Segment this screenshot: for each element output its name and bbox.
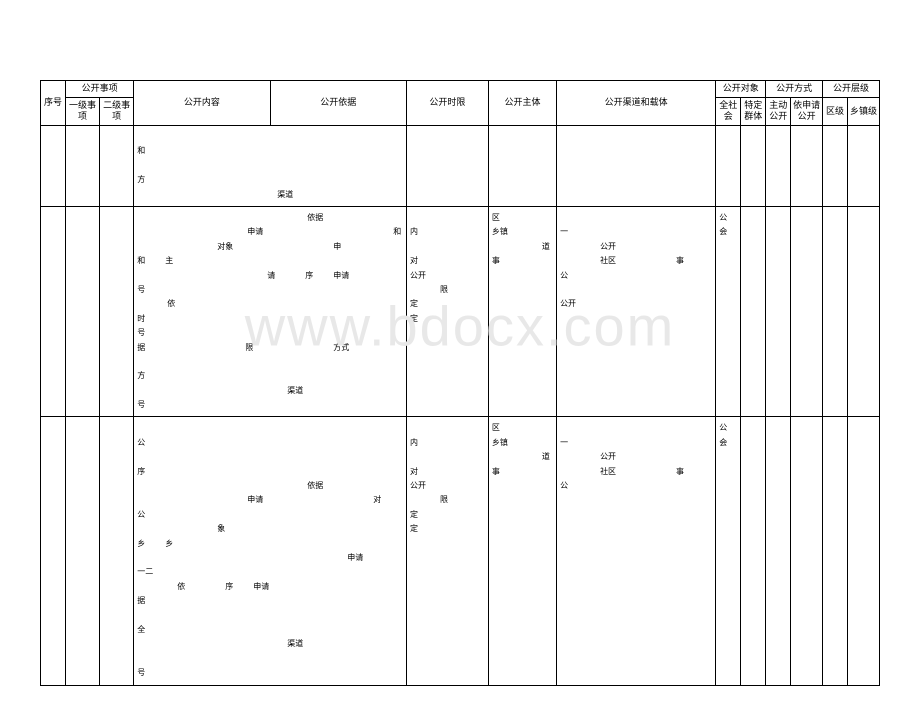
cell-l1 xyxy=(66,207,100,417)
col-method: 公开方式 xyxy=(766,81,823,98)
col-content: 公开内容 xyxy=(134,81,270,126)
col-level-town: 乡镇级 xyxy=(848,97,880,125)
disclosure-table: 序号 公开事项 公开内容 公开依据 公开时限 公开主体 公开渠道和载体 公开对象… xyxy=(40,80,880,686)
cell-content: 和 方 渠道 xyxy=(134,126,407,207)
cell-timelimit xyxy=(407,126,489,207)
table-row: 和 方 渠道 xyxy=(41,126,880,207)
col-level: 公开层级 xyxy=(823,81,880,98)
col-method-apply: 依申请公开 xyxy=(791,97,823,125)
cell-l1 xyxy=(66,126,100,207)
cell-ld xyxy=(823,126,848,207)
cell-ma xyxy=(766,207,791,417)
table-row: 公 序 依据 申请 对 公 象 乡 乡 申请 一二 依 序 申请 据 xyxy=(41,417,880,685)
cell-ts xyxy=(741,417,766,685)
col-seq: 序号 xyxy=(41,81,66,126)
cell-ts xyxy=(741,126,766,207)
cell-ts xyxy=(741,207,766,417)
cell-map xyxy=(791,126,823,207)
cell-content: 依据 申请 和 对象 申 和 主 请 序 申请 号 依 时 号 据 限 方式 xyxy=(134,207,407,417)
document-page: 序号 公开事项 公开内容 公开依据 公开时限 公开主体 公开渠道和载体 公开对象… xyxy=(0,0,920,726)
col-open-items: 公开事项 xyxy=(66,81,134,98)
cell-ta xyxy=(716,126,741,207)
col-target-spec: 特定群体 xyxy=(741,97,766,125)
table-header: 序号 公开事项 公开内容 公开依据 公开时限 公开主体 公开渠道和载体 公开对象… xyxy=(41,81,880,126)
cell-l2 xyxy=(100,207,134,417)
col-target-all: 全社会 xyxy=(716,97,741,125)
cell-channel xyxy=(557,126,716,207)
cell-timelimit: 内 对 公开 限 定 定 xyxy=(407,417,489,685)
cell-lt xyxy=(848,417,880,685)
cell-map xyxy=(791,207,823,417)
cell-seq xyxy=(41,207,66,417)
cell-l1 xyxy=(66,417,100,685)
cell-subject xyxy=(488,126,556,207)
cell-lt xyxy=(848,126,880,207)
col-level1: 一级事项 xyxy=(66,97,100,125)
col-level-district: 区级 xyxy=(823,97,848,125)
cell-ta: 公 会 xyxy=(716,417,741,685)
cell-channel: 一 公开 社区 事 公 公开 xyxy=(557,207,716,417)
col-method-active: 主动公开 xyxy=(766,97,791,125)
cell-subject: 区 乡镇 道 事 xyxy=(488,417,556,685)
cell-ld xyxy=(823,207,848,417)
cell-seq xyxy=(41,126,66,207)
cell-timelimit: 内 对 公开 限 定 定 xyxy=(407,207,489,417)
cell-seq xyxy=(41,417,66,685)
cell-ld xyxy=(823,417,848,685)
col-channel: 公开渠道和载体 xyxy=(557,81,716,126)
cell-ta: 公 会 xyxy=(716,207,741,417)
cell-ma xyxy=(766,126,791,207)
table-body: 和 方 渠道 依据 申请 和 xyxy=(41,126,880,685)
cell-channel: 一 公开 社区 事 公 xyxy=(557,417,716,685)
col-target: 公开对象 xyxy=(716,81,766,98)
cell-content: 公 序 依据 申请 对 公 象 乡 乡 申请 一二 依 序 申请 据 xyxy=(134,417,407,685)
cell-l2 xyxy=(100,126,134,207)
cell-lt xyxy=(848,207,880,417)
cell-map xyxy=(791,417,823,685)
col-basis: 公开依据 xyxy=(270,81,406,126)
cell-subject: 区 乡镇 道 事 xyxy=(488,207,556,417)
col-timelimit: 公开时限 xyxy=(407,81,489,126)
cell-ma xyxy=(766,417,791,685)
cell-l2 xyxy=(100,417,134,685)
col-subject: 公开主体 xyxy=(488,81,556,126)
col-level2: 二级事项 xyxy=(100,97,134,125)
table-row: 依据 申请 和 对象 申 和 主 请 序 申请 号 依 时 号 据 限 方式 xyxy=(41,207,880,417)
